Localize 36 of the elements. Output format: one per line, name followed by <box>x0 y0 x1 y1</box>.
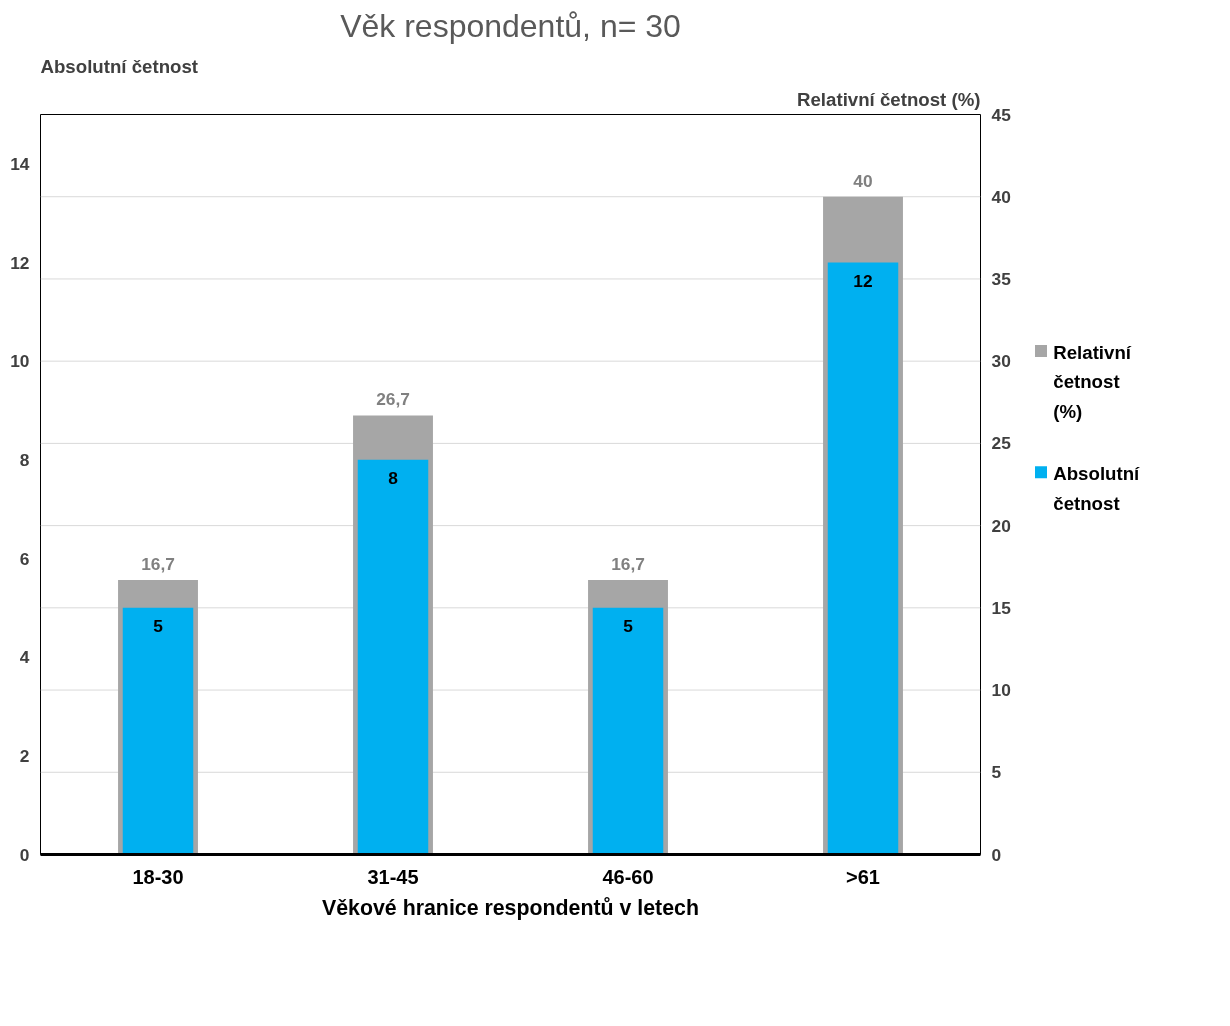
x-axis-title: Věkové hranice respondentů v letech <box>322 895 699 920</box>
data-label: 12 <box>853 270 873 291</box>
y-tick-label: 2 <box>19 745 30 766</box>
y2-tick-label: 10 <box>991 680 1011 701</box>
y2-tick-label: 5 <box>991 762 1002 783</box>
y-tick-label: 12 <box>10 252 30 273</box>
y-tick-label: 14 <box>10 153 30 174</box>
y-tick-label: 6 <box>19 548 30 569</box>
legend-label: Relativní četnost (%) <box>1053 341 1132 422</box>
y-tick-label: 0 <box>19 844 30 865</box>
x-tick-label: 31-45 <box>367 865 419 888</box>
x-tick-label: >61 <box>846 865 880 888</box>
y-axis-title: Absolutní četnost <box>40 55 199 77</box>
y2-tick-label: 35 <box>991 268 1012 289</box>
y2-tick-label: 15 <box>991 597 1012 618</box>
y-tick-label: 10 <box>10 351 30 372</box>
legend-label: Absolutní četnost <box>1053 463 1141 514</box>
y2-tick-label: 45 <box>991 104 1012 125</box>
y2-tick-label: 30 <box>991 351 1011 372</box>
data-label: 26,7 <box>376 389 410 410</box>
chart-title: Věk respondentů, n= 30 <box>340 7 681 44</box>
data-label: 40 <box>853 170 873 191</box>
data-label: 8 <box>388 467 399 488</box>
x-tick-label: 18-30 <box>132 865 184 888</box>
y2-tick-label: 0 <box>991 844 1002 865</box>
data-label: 5 <box>623 615 634 636</box>
y-tick-label: 8 <box>19 449 30 470</box>
y2-tick-label: 20 <box>991 515 1011 536</box>
y2-axis-title: Relativní četnost (%) <box>797 88 981 110</box>
data-label: 5 <box>153 615 164 636</box>
data-label: 16,7 <box>141 553 175 574</box>
x-tick-label: 46-60 <box>602 865 654 888</box>
data-label: 16,7 <box>611 553 645 574</box>
y-tick-label: 4 <box>19 647 30 668</box>
y2-tick-label: 25 <box>991 433 1012 454</box>
y2-tick-label: 40 <box>991 186 1011 207</box>
